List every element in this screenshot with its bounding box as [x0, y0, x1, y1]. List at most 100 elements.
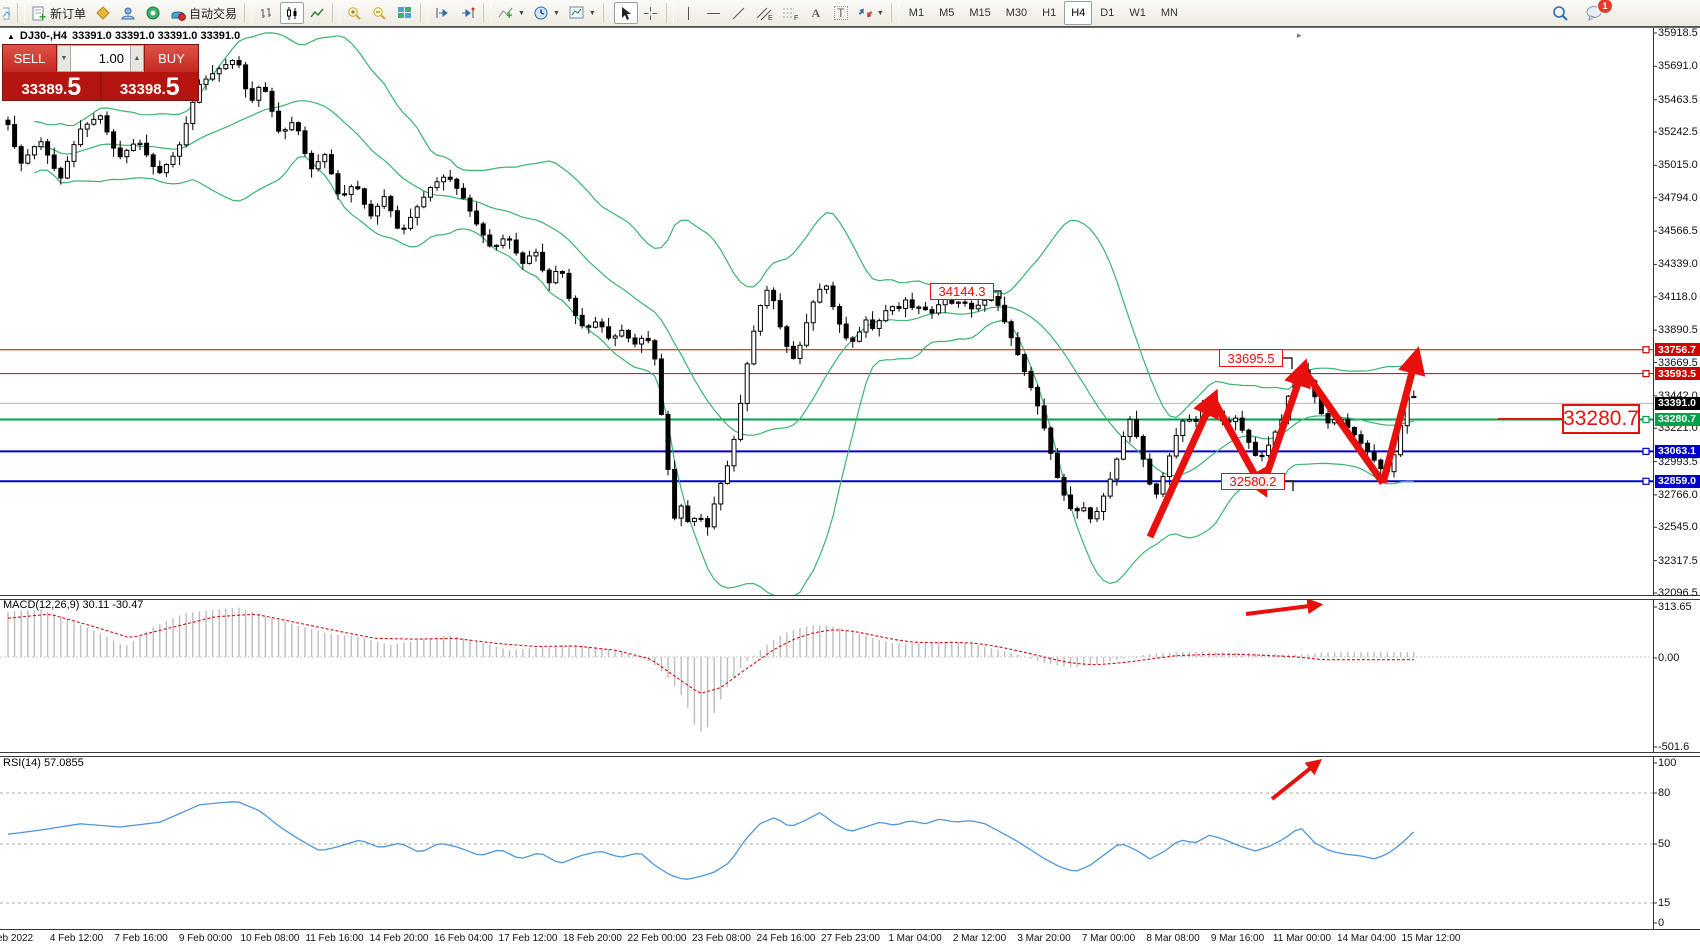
timeframe-h1-button[interactable]: H1 [1042, 7, 1057, 19]
price-badge: 33280.7 [1655, 412, 1700, 426]
price-badge: 33391.0 [1655, 396, 1700, 410]
indicators-icon[interactable]: + ▼ [494, 2, 529, 24]
sell-price-display[interactable]: 33389. 5 [3, 72, 100, 100]
collapse-triangle-icon[interactable]: ▲ [7, 31, 15, 41]
toolbar-separator [602, 3, 611, 23]
volume-up-button[interactable]: ▲ [130, 45, 144, 72]
new-order-label: 新订单 [50, 6, 87, 21]
fibo-sub-letter: F [794, 15, 798, 21]
time-axis-label: 11 Mar 00:00 [1272, 933, 1332, 944]
metaquotes-icon-button[interactable] [91, 2, 115, 24]
timeframe-mn-button[interactable]: MN [1160, 7, 1178, 19]
time-axis-label: 27 Feb 23:00 [821, 933, 880, 944]
buy-price-display[interactable]: 33398. 5 [102, 72, 199, 100]
autotrading-button[interactable]: 自动交易 [166, 2, 241, 24]
volume-input[interactable]: 1.00 [71, 45, 130, 72]
chevron-down-icon: ▼ [518, 9, 525, 17]
search-icon[interactable] [1548, 2, 1573, 24]
time-axis-label: 23 Feb 08:00 [692, 933, 751, 944]
price-axis-tick: 35691.0 [1658, 60, 1698, 73]
templates-icon[interactable]: ▼ [565, 2, 600, 24]
price-axis-tick: 32993.5 [1658, 455, 1698, 468]
time-axis-label: 22 Feb 00:00 [627, 933, 687, 944]
price-axis-tick: 32545.0 [1658, 521, 1698, 534]
toolbar-separator [244, 3, 253, 23]
toolbar-separator [890, 3, 899, 23]
time-axis-label: 7 Mar 00:00 [1081, 933, 1136, 944]
price-axis-tick: 32766.0 [1658, 488, 1698, 501]
timeframe-w1-button[interactable]: W1 [1129, 7, 1146, 19]
arrows-tool-icon[interactable]: ▼ [854, 2, 888, 24]
toolbar-separator [17, 3, 25, 23]
trendline-tool-icon[interactable] [727, 2, 751, 24]
auto-scroll-icon[interactable] [431, 2, 455, 24]
volume-down-button[interactable]: ▼ [57, 45, 71, 72]
new-order-icon: + [32, 6, 47, 21]
macd-indicator-label: MACD(12,26,9) 30.11 -30.47 [3, 599, 144, 611]
periods-icon[interactable]: ▼ [530, 2, 564, 24]
tile-windows-icon[interactable] [393, 2, 417, 24]
chart-area[interactable] [0, 28, 1653, 929]
vertical-line-tool-icon[interactable] [677, 2, 701, 24]
rsi-axis-label: 50 [1658, 838, 1671, 850]
toolbar-separator [420, 3, 429, 23]
chart-shift-icon[interactable] [456, 2, 480, 24]
annotation-price-label[interactable]: 33695.5 [1219, 349, 1283, 367]
zoom-in-icon[interactable] [343, 2, 367, 24]
big-price-label[interactable]: 33280.7 [1562, 404, 1640, 434]
price-axis-tick: 35015.0 [1658, 159, 1698, 172]
price-badge: 33063.1 [1655, 444, 1700, 458]
bar-chart-icon[interactable] [255, 2, 279, 24]
candlestick-chart-icon[interactable] [280, 2, 305, 24]
cursor-icon[interactable] [613, 2, 638, 24]
pane-separator-macd[interactable] [0, 595, 1700, 600]
timeframe-m1-button[interactable]: M1 [908, 7, 925, 19]
text-label-tool-icon[interactable]: T [829, 2, 853, 24]
timeframe-h4-button[interactable]: H4 [1064, 1, 1093, 25]
zoom-out-icon[interactable] [368, 2, 392, 24]
sell-button[interactable]: SELL [3, 45, 57, 72]
horizontal-line-tool-icon[interactable] [702, 2, 726, 24]
chart-shift-marker-icon[interactable]: ▸ [1297, 30, 1302, 40]
line-chart-icon[interactable] [305, 2, 329, 24]
rsi-indicator-label: RSI(14) 57.0855 [3, 757, 84, 769]
toolbar: + 新订单 自动交易 [0, 0, 1700, 27]
market-watch-icon-button[interactable] [141, 2, 165, 24]
notifications-icon[interactable]: 1 [1581, 0, 1613, 24]
crosshair-icon[interactable] [639, 2, 663, 24]
chevron-down-icon: ▼ [588, 9, 596, 17]
price-badge: 32859.0 [1655, 474, 1700, 488]
timeframe-m5-button[interactable]: M5 [939, 7, 955, 19]
autotrading-label: 自动交易 [189, 6, 238, 21]
autotrading-icon [170, 6, 186, 21]
chart-top-border [0, 27, 1700, 28]
price-axis-tick: 33890.5 [1658, 324, 1698, 337]
text-tool-icon[interactable]: A [811, 6, 821, 20]
time-axis-label: 3 Mar 20:00 [1017, 933, 1071, 944]
macd-axis-label: 0.00 [1658, 652, 1680, 664]
macd-axis-label: 313.65 [1658, 601, 1692, 613]
time-axis-label: 8 Mar 08:00 [1146, 933, 1200, 944]
time-axis-label: 10 Feb 08:00 [240, 933, 300, 944]
profile-icon-button[interactable] [116, 2, 140, 24]
timeframe-m15-button[interactable]: M15 [969, 7, 991, 19]
fibonacci-tool-icon[interactable]: F [778, 2, 803, 24]
time-axis-label: 9 Feb 00:00 [178, 933, 233, 944]
pane-separator-rsi[interactable] [0, 752, 1700, 757]
symbol-period-label: DJ30-,H4 [19, 30, 67, 42]
new-order-button[interactable]: + 新订单 [28, 2, 90, 24]
chevron-down-icon: ▼ [552, 9, 560, 17]
toolbar-separator [332, 3, 341, 23]
annotation-price-label[interactable]: 34144.3 [930, 283, 994, 300]
timeframe-d1-button[interactable]: D1 [1100, 7, 1115, 19]
annotation-price-label[interactable]: 32580.2 [1221, 473, 1285, 490]
buy-button[interactable]: BUY [144, 45, 198, 72]
time-axis[interactable]: Feb 2022 4 Feb 12:00 7 Feb 16:00 9 Feb 00:0… [0, 929, 1700, 947]
macd-axis-label: -501.6 [1658, 741, 1690, 753]
timeframe-m30-button[interactable]: M30 [1005, 7, 1028, 19]
buy-price-main: 33398. [119, 80, 166, 98]
notification-badge: 1 [1597, 0, 1613, 14]
time-axis-label: 14 Mar 04:00 [1337, 933, 1396, 944]
channel-tool-icon[interactable]: E [752, 2, 777, 24]
sell-price-main: 33389. [21, 80, 68, 98]
